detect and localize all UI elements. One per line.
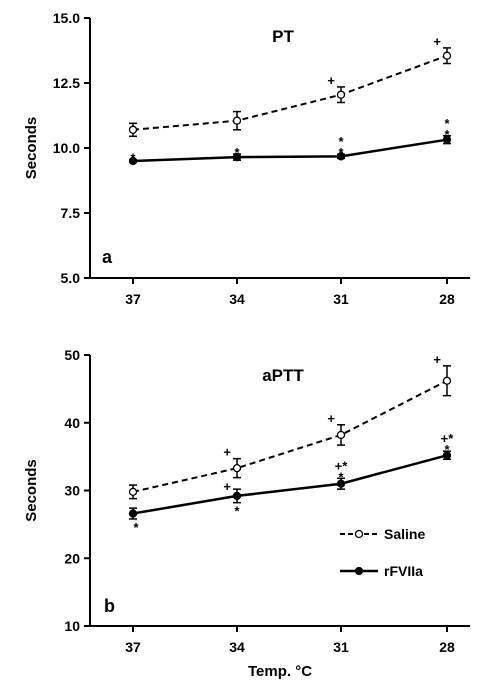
x-tick-label: 31	[333, 291, 349, 307]
data-point	[336, 430, 346, 440]
data-point	[442, 51, 452, 60]
panel-b: 10 20 30 40 50 37 34 31 28 Seconds Temp. °C aPTT b + +…	[23, 347, 470, 680]
significance-marker: *	[234, 504, 240, 519]
series-line	[132, 138, 448, 163]
series-saline	[128, 47, 452, 138]
data-point	[336, 152, 346, 161]
y-axis-title: Seconds	[23, 459, 40, 522]
series-line	[132, 379, 448, 493]
y-tick-label: 10.0	[53, 140, 80, 156]
x-tick-label: 28	[439, 291, 455, 307]
data-point	[232, 491, 242, 501]
series-rfviia	[128, 450, 452, 520]
data-point	[232, 463, 242, 473]
significance-marker: *	[338, 469, 344, 484]
legend-marker	[354, 529, 364, 539]
panel-title: aPTT	[262, 366, 304, 385]
y-tick-label: 40	[64, 415, 80, 431]
series-rfviia	[128, 135, 452, 166]
y-tick-label: 7.5	[61, 205, 81, 221]
data-point	[232, 152, 242, 162]
data-point	[442, 135, 452, 144]
significance-marker: +	[327, 411, 335, 426]
significance-marker: *	[133, 520, 139, 535]
series-line	[132, 54, 448, 131]
data-point	[128, 487, 138, 497]
legend-label: Saline	[384, 526, 425, 542]
y-tick-label: 15.0	[53, 10, 80, 26]
data-point	[336, 479, 346, 488]
y-tick-label: 5.0	[61, 270, 81, 286]
data-point	[128, 156, 138, 166]
y-axis-title: Seconds	[23, 117, 40, 180]
significance-marker: +	[223, 479, 231, 494]
significance-marker: *	[338, 145, 344, 160]
x-axis-title: Temp. °C	[248, 663, 312, 680]
significance-marker: +	[327, 73, 335, 88]
significance-marker: *	[338, 134, 344, 149]
data-point	[232, 116, 242, 125]
y-tick-label: 10	[64, 618, 80, 634]
data-point	[128, 125, 138, 134]
x-tick-label: 34	[229, 291, 245, 307]
y-tick-label: 50	[64, 347, 80, 363]
x-tick-label: 34	[229, 639, 245, 655]
significance-marker: +	[223, 445, 231, 460]
legend-label: rFVIIa	[384, 563, 423, 579]
significance-marker: +*	[335, 458, 349, 473]
legend: Saline rFVIIa	[340, 526, 425, 579]
data-point	[128, 509, 138, 518]
x-tick-label: 31	[333, 639, 349, 655]
panel-title: PT	[272, 27, 294, 46]
y-tick-label: 12.5	[53, 75, 80, 91]
series-saline	[128, 365, 452, 500]
significance-marker: *	[444, 442, 450, 457]
significance-marker: *	[130, 151, 136, 166]
significance-marker: *	[234, 145, 240, 160]
data-point	[336, 90, 346, 99]
legend-marker	[354, 566, 364, 576]
panel-letter: a	[102, 247, 113, 267]
significance-marker: +	[433, 352, 441, 367]
data-point	[442, 451, 452, 460]
x-tick-label: 37	[125, 291, 141, 307]
data-point	[442, 376, 452, 385]
x-tick-label: 37	[125, 639, 141, 655]
significance-marker: *	[444, 127, 450, 142]
significance-marker: *	[444, 116, 450, 131]
panel-letter: b	[104, 596, 115, 616]
legend-item-saline: Saline	[340, 526, 425, 542]
significance-marker: +	[433, 34, 441, 49]
significance-marker: +*	[441, 431, 455, 446]
x-tick-label: 28	[439, 639, 455, 655]
legend-item-rfviia: rFVIIa	[340, 563, 423, 579]
y-tick-label: 20	[64, 550, 80, 566]
series-line	[132, 454, 448, 515]
y-tick-label: 30	[64, 483, 80, 499]
